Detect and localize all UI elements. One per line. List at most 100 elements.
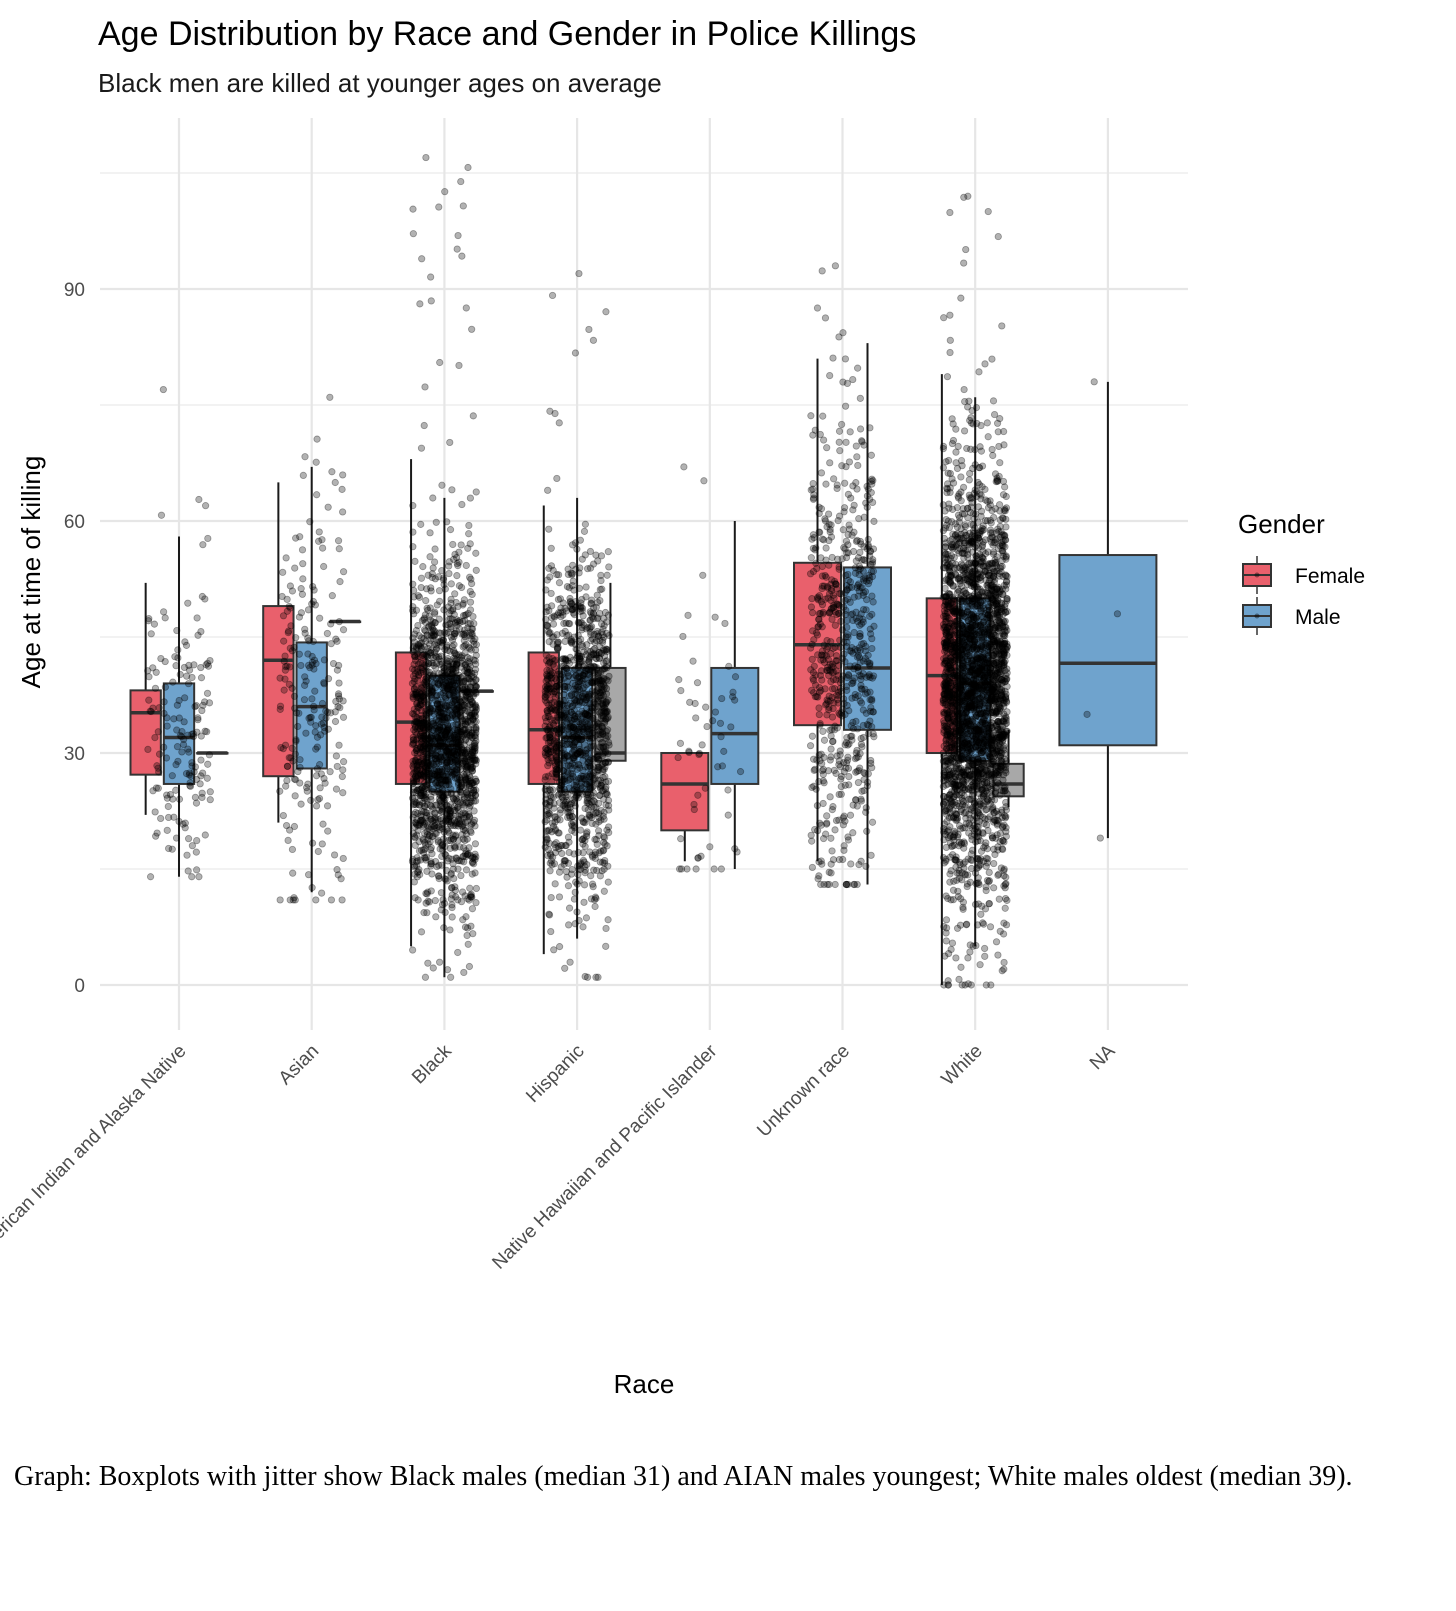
data-point bbox=[429, 632, 438, 640]
data-point bbox=[299, 560, 307, 568]
y-tick-label: 0 bbox=[74, 976, 85, 997]
data-point bbox=[462, 748, 471, 756]
data-point bbox=[339, 508, 347, 516]
data-point bbox=[287, 622, 295, 630]
data-point bbox=[865, 672, 873, 680]
data-point bbox=[308, 661, 316, 669]
data-point bbox=[592, 848, 600, 856]
data-point bbox=[554, 829, 562, 837]
data-point bbox=[174, 757, 182, 765]
data-point bbox=[462, 304, 470, 312]
data-point bbox=[173, 701, 181, 709]
data-point bbox=[432, 646, 440, 654]
data-point bbox=[469, 673, 478, 681]
data-point bbox=[423, 754, 431, 762]
data-point bbox=[464, 163, 472, 172]
data-point bbox=[576, 826, 585, 834]
data-point bbox=[444, 764, 452, 773]
data-point bbox=[460, 696, 468, 704]
data-point bbox=[829, 704, 837, 713]
data-point bbox=[310, 665, 318, 673]
data-point bbox=[467, 798, 475, 806]
data-point bbox=[193, 866, 201, 874]
data-point bbox=[433, 601, 441, 609]
data-point bbox=[291, 750, 299, 758]
data-point bbox=[580, 898, 588, 906]
data-point bbox=[469, 752, 477, 760]
data-point bbox=[279, 811, 287, 820]
data-point bbox=[467, 821, 475, 829]
data-point bbox=[462, 766, 471, 774]
data-point bbox=[552, 754, 560, 762]
data-point bbox=[854, 364, 862, 372]
data-point bbox=[465, 962, 474, 971]
data-point bbox=[203, 659, 212, 667]
data-point bbox=[287, 754, 295, 762]
data-point bbox=[289, 869, 297, 877]
data-point bbox=[464, 940, 472, 948]
data-point bbox=[312, 659, 320, 668]
data-point bbox=[446, 438, 454, 447]
data-point bbox=[547, 562, 556, 570]
data-point bbox=[714, 763, 722, 771]
data-point bbox=[449, 860, 457, 868]
data-point bbox=[851, 645, 859, 654]
data-point bbox=[334, 690, 343, 698]
data-point bbox=[812, 559, 820, 567]
data-point bbox=[981, 360, 989, 368]
data-point bbox=[720, 747, 728, 755]
data-point bbox=[421, 829, 429, 838]
data-point bbox=[472, 641, 480, 649]
data-point bbox=[547, 893, 555, 902]
data-point bbox=[825, 510, 833, 518]
data-point bbox=[835, 709, 843, 717]
data-point bbox=[417, 785, 425, 794]
data-point bbox=[203, 774, 211, 782]
data-point bbox=[416, 819, 425, 827]
data-point bbox=[315, 528, 323, 536]
data-point bbox=[604, 548, 612, 556]
data-point bbox=[151, 733, 159, 742]
data-point bbox=[314, 796, 322, 804]
data-point bbox=[452, 598, 460, 607]
data-point bbox=[690, 805, 698, 814]
data-point bbox=[836, 751, 844, 759]
data-point bbox=[168, 772, 176, 780]
data-point bbox=[847, 860, 855, 868]
data-point bbox=[469, 930, 477, 938]
box-male bbox=[710, 521, 760, 870]
data-point bbox=[461, 667, 469, 675]
data-point bbox=[860, 513, 868, 521]
data-point bbox=[452, 651, 460, 659]
data-point bbox=[291, 564, 299, 572]
data-point bbox=[426, 752, 434, 760]
data-point bbox=[312, 745, 320, 753]
data-point bbox=[444, 777, 452, 785]
data-point bbox=[413, 816, 421, 824]
data-point bbox=[600, 708, 608, 716]
data-point bbox=[154, 728, 162, 736]
data-point bbox=[179, 740, 188, 749]
data-point bbox=[856, 697, 864, 705]
data-point bbox=[862, 804, 870, 812]
data-point bbox=[459, 809, 467, 817]
data-point bbox=[580, 881, 589, 889]
data-point bbox=[565, 921, 573, 929]
data-point bbox=[303, 787, 311, 795]
data-point bbox=[168, 845, 176, 853]
data-point bbox=[868, 567, 876, 576]
data-point bbox=[736, 768, 745, 776]
data-point bbox=[602, 308, 610, 316]
data-point bbox=[416, 761, 424, 769]
data-point bbox=[188, 759, 196, 767]
data-point bbox=[462, 866, 471, 874]
data-point bbox=[197, 756, 205, 764]
data-point bbox=[412, 773, 420, 781]
data-point bbox=[854, 461, 862, 470]
data-point bbox=[440, 664, 448, 672]
data-point bbox=[333, 637, 341, 645]
data-point bbox=[164, 813, 173, 822]
data-point bbox=[302, 677, 310, 685]
data-point bbox=[285, 754, 293, 762]
data-point bbox=[585, 692, 593, 701]
